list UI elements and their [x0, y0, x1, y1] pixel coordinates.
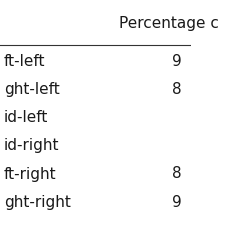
Text: id-left: id-left	[4, 110, 48, 125]
Text: ght-left: ght-left	[4, 82, 60, 97]
Text: 9: 9	[172, 54, 182, 69]
Text: ght-right: ght-right	[4, 195, 71, 210]
Text: Percentage c: Percentage c	[119, 16, 218, 31]
Text: 8: 8	[172, 82, 182, 97]
Text: 9: 9	[172, 195, 182, 210]
Text: ft-right: ft-right	[4, 166, 56, 182]
Text: id-right: id-right	[4, 138, 59, 153]
Text: ft-left: ft-left	[4, 54, 45, 69]
Text: 8: 8	[172, 166, 182, 182]
